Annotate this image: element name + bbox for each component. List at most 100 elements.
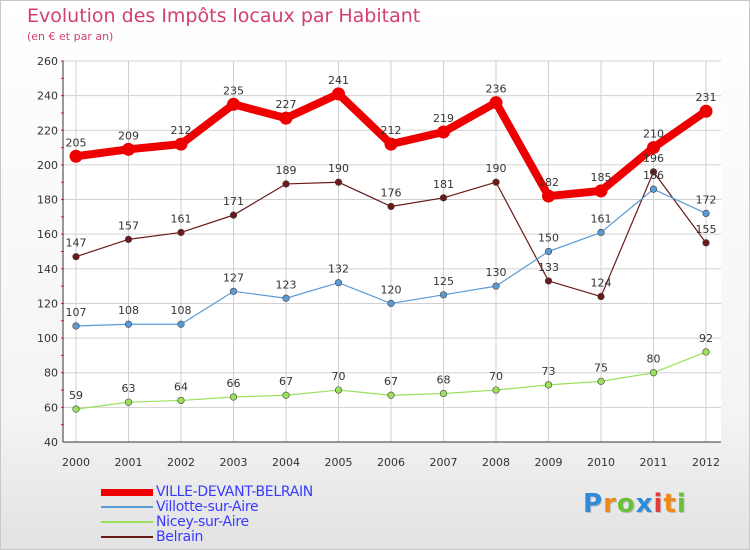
- data-label: 219: [433, 112, 454, 125]
- data-label: 190: [486, 162, 507, 175]
- y-tick-label: 40: [44, 436, 58, 449]
- data-label: 92: [699, 332, 713, 345]
- x-tick-label: 2011: [640, 456, 668, 469]
- data-label: 120: [381, 283, 402, 296]
- data-point: [489, 96, 503, 110]
- data-label: 209: [118, 129, 139, 142]
- data-label: 125: [433, 275, 454, 288]
- legend-swatch: [101, 521, 153, 523]
- data-label: 212: [171, 124, 192, 137]
- data-label: 70: [489, 370, 503, 383]
- data-point: [282, 391, 290, 399]
- data-point: [177, 320, 185, 328]
- data-point: [282, 294, 290, 302]
- data-point: [647, 141, 660, 155]
- data-label: 205: [66, 136, 87, 149]
- data-label: 147: [66, 237, 87, 250]
- data-point: [229, 211, 238, 219]
- data-point: [282, 180, 290, 188]
- data-point: [387, 391, 395, 399]
- data-point: [437, 125, 450, 139]
- data-label: 108: [118, 304, 139, 317]
- y-tick-label: 260: [37, 55, 58, 68]
- x-tick-label: 2003: [220, 456, 248, 469]
- data-label: 123: [276, 278, 297, 291]
- data-label: 210: [643, 128, 664, 141]
- data-point: [439, 389, 448, 398]
- data-label: 70: [332, 370, 346, 383]
- data-point: [702, 348, 710, 356]
- data-point: [649, 168, 658, 176]
- data-label: 59: [69, 389, 83, 402]
- data-point: [699, 104, 713, 118]
- x-tick-label: 2001: [115, 456, 143, 469]
- y-tick-label: 120: [37, 297, 58, 310]
- data-point: [72, 253, 80, 261]
- data-label: 161: [171, 212, 192, 225]
- x-tick-label: 2007: [430, 456, 458, 469]
- y-tick-label: 220: [37, 124, 58, 137]
- y-tick-label: 80: [44, 367, 58, 380]
- data-point: [72, 322, 80, 330]
- data-label: 186: [643, 169, 664, 182]
- data-label: 67: [384, 375, 398, 388]
- data-point: [334, 178, 343, 186]
- data-point: [594, 184, 608, 198]
- data-point: [177, 396, 185, 405]
- data-label: 108: [171, 304, 192, 317]
- data-label: 181: [433, 178, 454, 191]
- data-point: [544, 381, 553, 389]
- data-label: 185: [591, 171, 612, 184]
- data-label: 231: [696, 91, 717, 104]
- proxiti-logo: Proxiti: [583, 489, 687, 519]
- data-point: [597, 377, 605, 385]
- data-point: [387, 299, 395, 308]
- data-label: 176: [381, 186, 402, 199]
- data-point: [387, 202, 395, 211]
- legend-label: Nicey-sur-Aire: [156, 514, 249, 530]
- x-tick-label: 2006: [377, 456, 405, 469]
- data-point: [649, 369, 658, 377]
- data-point: [334, 386, 343, 394]
- data-point: [174, 137, 188, 151]
- data-label: 127: [223, 271, 244, 284]
- data-label: 157: [118, 219, 139, 232]
- y-tick-label: 60: [44, 401, 58, 414]
- data-point: [229, 393, 238, 401]
- plot-area: [63, 61, 721, 442]
- legend-label: VILLE-DEVANT-BELRAIN: [156, 484, 313, 500]
- data-label: 172: [696, 193, 717, 206]
- y-tick-label: 140: [37, 263, 58, 276]
- y-tick-label: 160: [37, 228, 58, 241]
- data-label: 75: [594, 361, 608, 374]
- data-point: [544, 277, 553, 285]
- x-tick-label: 2005: [325, 456, 353, 469]
- data-point: [124, 320, 133, 328]
- data-point: [124, 398, 133, 406]
- data-point: [492, 282, 500, 290]
- legend-swatch: [101, 536, 153, 538]
- data-label: 196: [643, 152, 664, 165]
- data-label: 150: [538, 232, 559, 245]
- data-label: 66: [227, 377, 241, 390]
- data-point: [384, 137, 398, 151]
- legend-swatch: [101, 506, 153, 508]
- data-label: 63: [122, 382, 136, 395]
- data-label: 227: [276, 98, 297, 111]
- data-point: [597, 292, 605, 301]
- data-label: 124: [591, 277, 612, 290]
- legend-swatch: [101, 489, 153, 496]
- y-tick-label: 100: [37, 332, 58, 345]
- data-point: [492, 178, 500, 186]
- data-label: 132: [328, 263, 349, 276]
- data-point: [124, 235, 133, 243]
- data-point: [279, 111, 293, 125]
- y-tick-label: 180: [37, 194, 58, 207]
- data-point: [69, 149, 83, 163]
- data-point: [227, 97, 240, 111]
- legend-label: Belrain: [156, 529, 204, 545]
- data-label: 80: [647, 353, 661, 366]
- data-point: [177, 228, 185, 237]
- data-label: 161: [591, 212, 612, 225]
